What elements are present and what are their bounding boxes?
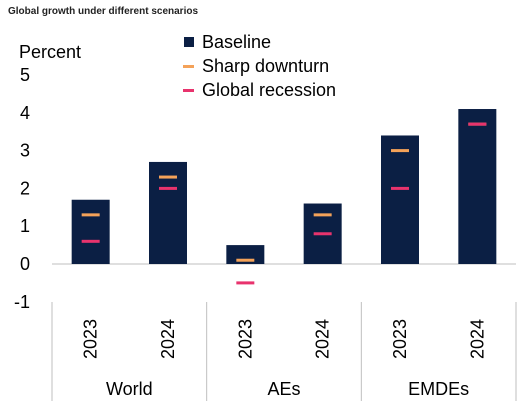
sharp-downturn-marker: [81, 213, 100, 217]
y-tick-label: 5: [20, 65, 30, 85]
global-recession-marker: [159, 186, 177, 190]
baseline-bar: [381, 135, 419, 264]
group-label: EMDEs: [408, 379, 469, 399]
x-tick-label: 2024: [467, 319, 487, 359]
global-recession-marker: [313, 232, 332, 236]
sharp-downturn-marker: [236, 258, 255, 262]
x-tick-label: 2023: [81, 319, 101, 359]
legend-label: Baseline: [202, 32, 271, 52]
y-axis-label: Percent: [19, 42, 81, 62]
x-tick-label: 2023: [390, 319, 410, 359]
global-recession-marker: [468, 122, 487, 126]
global-recession-marker: [391, 186, 409, 190]
y-axis-ticks: 5 4 3 2 1 0 -1: [14, 65, 30, 312]
y-tick-label: 4: [20, 103, 30, 123]
chart-title: Global growth under different scenarios: [8, 6, 199, 17]
sharp-downturn-marker: [391, 149, 409, 153]
baseline-bar: [226, 245, 265, 264]
y-tick-label: 3: [20, 141, 30, 161]
baseline-bar: [149, 161, 187, 264]
group-label: AEs: [267, 379, 300, 399]
x-axis: World AEs EMDEs 2023 2024 2023 2024 2023 2024: [51, 302, 517, 401]
y-tick-label: -1: [14, 292, 30, 312]
global-recession-marker: [236, 281, 255, 285]
baseline-bar: [71, 199, 110, 264]
y-tick-label: 1: [20, 216, 30, 236]
sharp-downturn-marker: [313, 213, 332, 217]
global-recession-marker: [81, 239, 100, 243]
legend-swatch-baseline: [184, 37, 194, 47]
legend-swatch-global-recession: [183, 89, 194, 92]
sharp-downturn-marker: [159, 175, 177, 179]
legend-label: Global recession: [202, 80, 336, 100]
x-tick-label: 2023: [235, 319, 255, 359]
legend-label: Sharp downturn: [202, 56, 329, 76]
x-tick-label: 2024: [313, 319, 333, 359]
legend: Baseline Sharp downturn Global recession: [183, 32, 336, 100]
legend-swatch-sharp-downturn: [183, 65, 194, 68]
y-tick-label: 2: [20, 178, 30, 198]
group-label: World: [106, 379, 153, 399]
y-tick-label: 0: [20, 254, 30, 274]
baseline-bar: [458, 109, 497, 265]
x-tick-label: 2024: [158, 319, 178, 359]
plot-area: [52, 109, 516, 285]
